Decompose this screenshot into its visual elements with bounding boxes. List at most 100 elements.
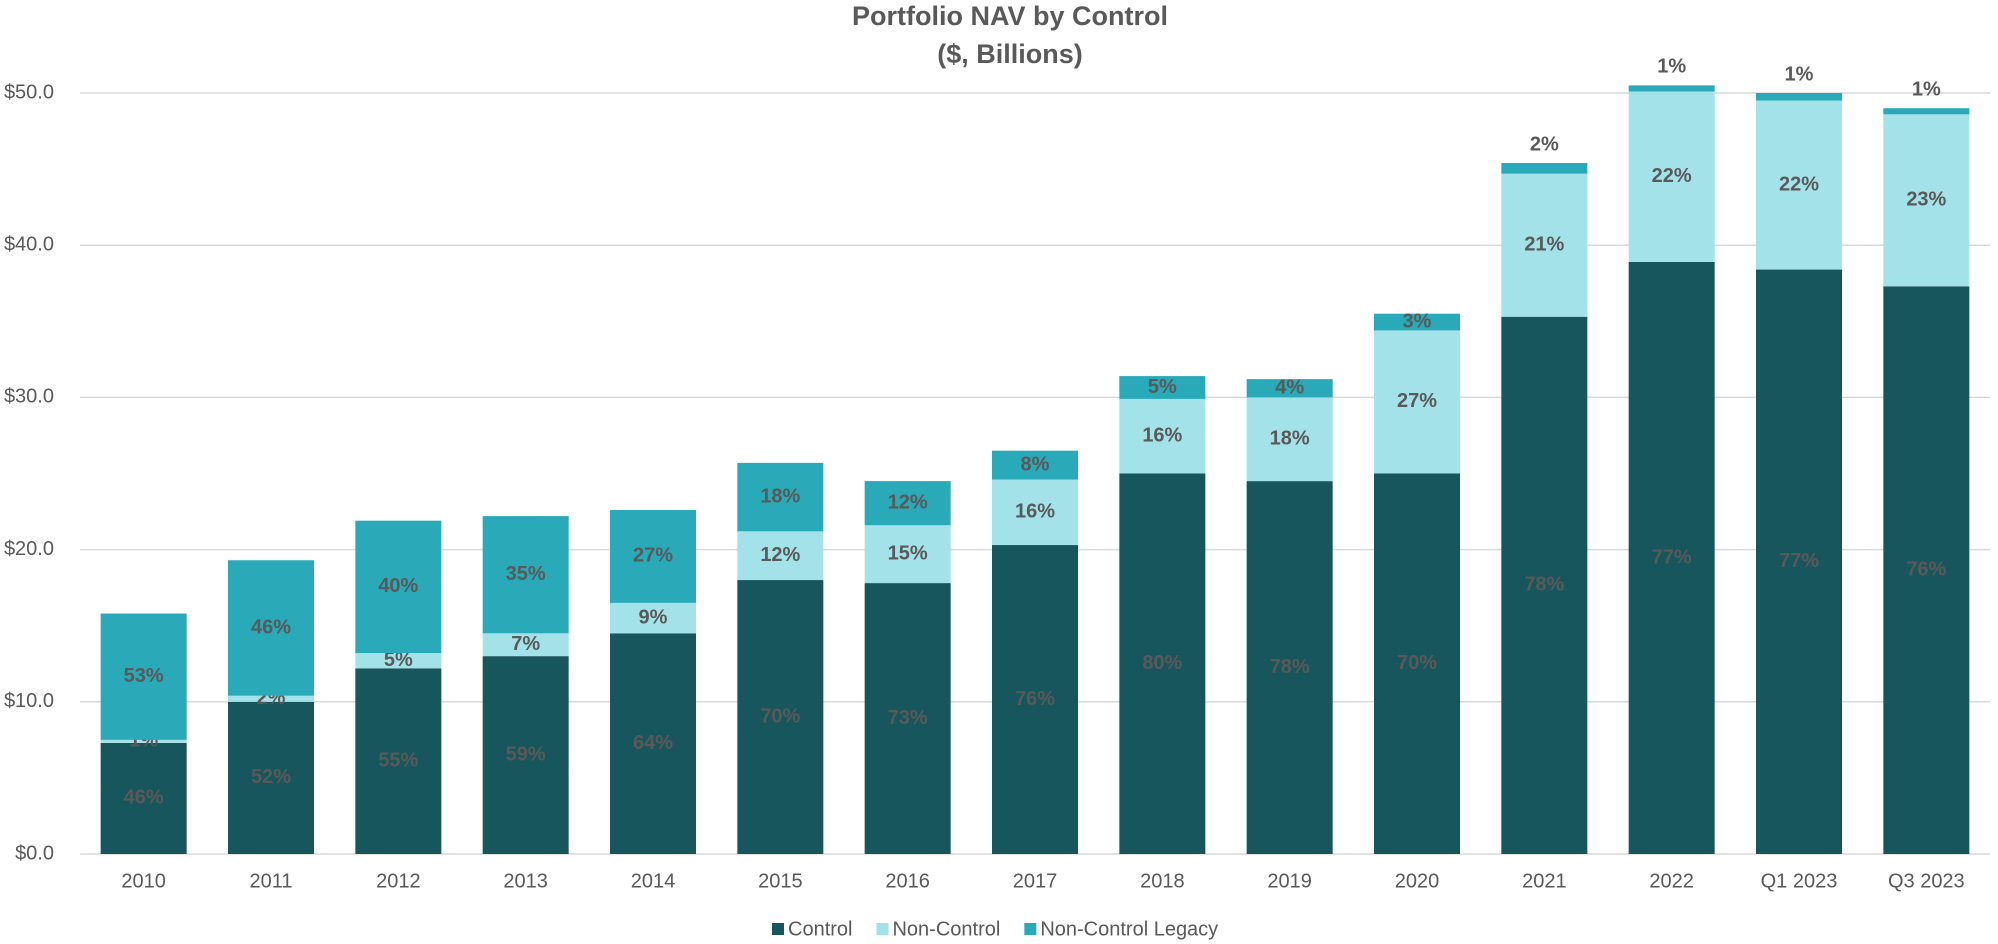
data-label: 2%: [1530, 133, 1559, 155]
bar-segment: [864, 583, 951, 854]
bar-segment: [100, 613, 187, 740]
y-tick-label: $20.0: [4, 538, 54, 560]
data-label: 7%: [511, 633, 540, 655]
bar-segment: [1246, 481, 1333, 854]
bar-segment: [737, 580, 824, 854]
data-label: 1%: [1912, 79, 1941, 101]
bar-segment: [610, 602, 696, 634]
bar-segment: [482, 516, 569, 634]
data-label: 35%: [506, 563, 546, 585]
data-label: 23%: [1906, 189, 1946, 211]
data-label: 15%: [888, 542, 928, 564]
bar-segment: [1756, 269, 1842, 854]
data-label: 46%: [251, 616, 291, 638]
bar-segment: [864, 481, 951, 526]
bar-segment: [1246, 379, 1333, 398]
x-tick-label: 2019: [1267, 870, 1312, 892]
data-label: 59%: [506, 743, 546, 765]
data-label: 22%: [1652, 165, 1692, 187]
legend-label: Non-Control: [892, 918, 1000, 940]
bar-segment: [737, 531, 824, 581]
data-label: 27%: [1397, 390, 1437, 412]
bar-segment: [100, 739, 187, 743]
x-tick-label: 2015: [758, 870, 803, 892]
chart-title: Portfolio NAV by Control: [852, 1, 1168, 31]
bar-segment: [1119, 398, 1206, 474]
y-tick-label: $0.0: [15, 842, 54, 864]
legend-swatch: [772, 923, 784, 935]
x-tick-label: Q3 2023: [1888, 870, 1965, 892]
data-label: 78%: [1270, 656, 1310, 678]
bar-segment: [482, 656, 569, 854]
data-label: 5%: [384, 649, 413, 671]
bar-segment: [1883, 286, 1970, 854]
x-tick-label: 2011: [249, 870, 292, 892]
data-label: 53%: [124, 665, 164, 687]
legend-label: Non-Control Legacy: [1040, 918, 1218, 940]
bar-segment: [482, 633, 569, 657]
bar-segment: [1628, 85, 1715, 92]
bar-segment: [1756, 93, 1842, 101]
data-label: 52%: [251, 766, 291, 788]
x-tick-label: Q1 2023: [1761, 870, 1838, 892]
bar-segment: [1374, 330, 1460, 474]
data-label: 18%: [1270, 428, 1310, 450]
bar-segment: [992, 545, 1078, 854]
bar-segment: [1119, 473, 1206, 854]
legend-swatch: [876, 923, 889, 935]
bar-segment: [1883, 108, 1970, 115]
x-tick-label: 2014: [631, 870, 676, 892]
data-label: 46%: [124, 787, 164, 809]
bar-segment: [1628, 91, 1715, 262]
legend-swatch: [1024, 923, 1037, 935]
data-label: 77%: [1779, 550, 1819, 572]
y-tick-label: $10.0: [4, 690, 54, 712]
data-label: 21%: [1524, 233, 1564, 255]
data-label: 1%: [1657, 56, 1686, 78]
bar-segment: [355, 668, 442, 854]
bar-segment: [228, 695, 314, 702]
x-tick-label: 2013: [503, 870, 548, 892]
data-label: 70%: [1397, 652, 1437, 674]
data-label: 4%: [1275, 377, 1304, 399]
x-tick-label: 2022: [1649, 870, 1694, 892]
x-tick-label: 2010: [121, 870, 166, 892]
data-label: 73%: [888, 707, 928, 729]
x-tick-label: 2017: [1013, 870, 1058, 892]
data-label: 70%: [760, 705, 800, 727]
x-tick-label: 2020: [1395, 870, 1440, 892]
data-label: 16%: [1015, 501, 1055, 523]
bar-segment: [737, 462, 824, 532]
bar-segment: [1883, 114, 1970, 287]
x-tick-label: 2018: [1140, 870, 1185, 892]
bar-segment: [1246, 397, 1333, 482]
data-label: 1%: [1785, 63, 1814, 85]
data-label: 12%: [760, 544, 800, 566]
data-label: 78%: [1524, 574, 1564, 596]
x-tick-label: 2016: [885, 870, 930, 892]
bar-segment: [610, 633, 696, 854]
bar-segment: [1628, 261, 1715, 854]
data-label: 76%: [1906, 558, 1946, 580]
bar-segment: [992, 479, 1078, 546]
bar-segment: [610, 510, 696, 603]
data-label: 77%: [1652, 546, 1692, 568]
bar-segment: [228, 701, 314, 854]
bar-segment: [228, 560, 314, 696]
data-label: 22%: [1779, 173, 1819, 195]
bar-segment: [1501, 316, 1588, 854]
bar-segment: [864, 525, 951, 584]
bar-segment: [1374, 473, 1460, 854]
bar-segment: [992, 450, 1078, 480]
bar-segment: [1756, 100, 1842, 270]
data-label: 27%: [633, 545, 673, 567]
data-label: 18%: [760, 485, 800, 507]
y-tick-label: $40.0: [4, 233, 54, 255]
data-label: 12%: [888, 491, 928, 513]
bar-segment: [1501, 173, 1588, 317]
data-label: 16%: [1142, 424, 1182, 446]
data-label: 5%: [1148, 376, 1177, 398]
data-label: 80%: [1142, 652, 1182, 674]
bar-segment: [1119, 376, 1206, 399]
